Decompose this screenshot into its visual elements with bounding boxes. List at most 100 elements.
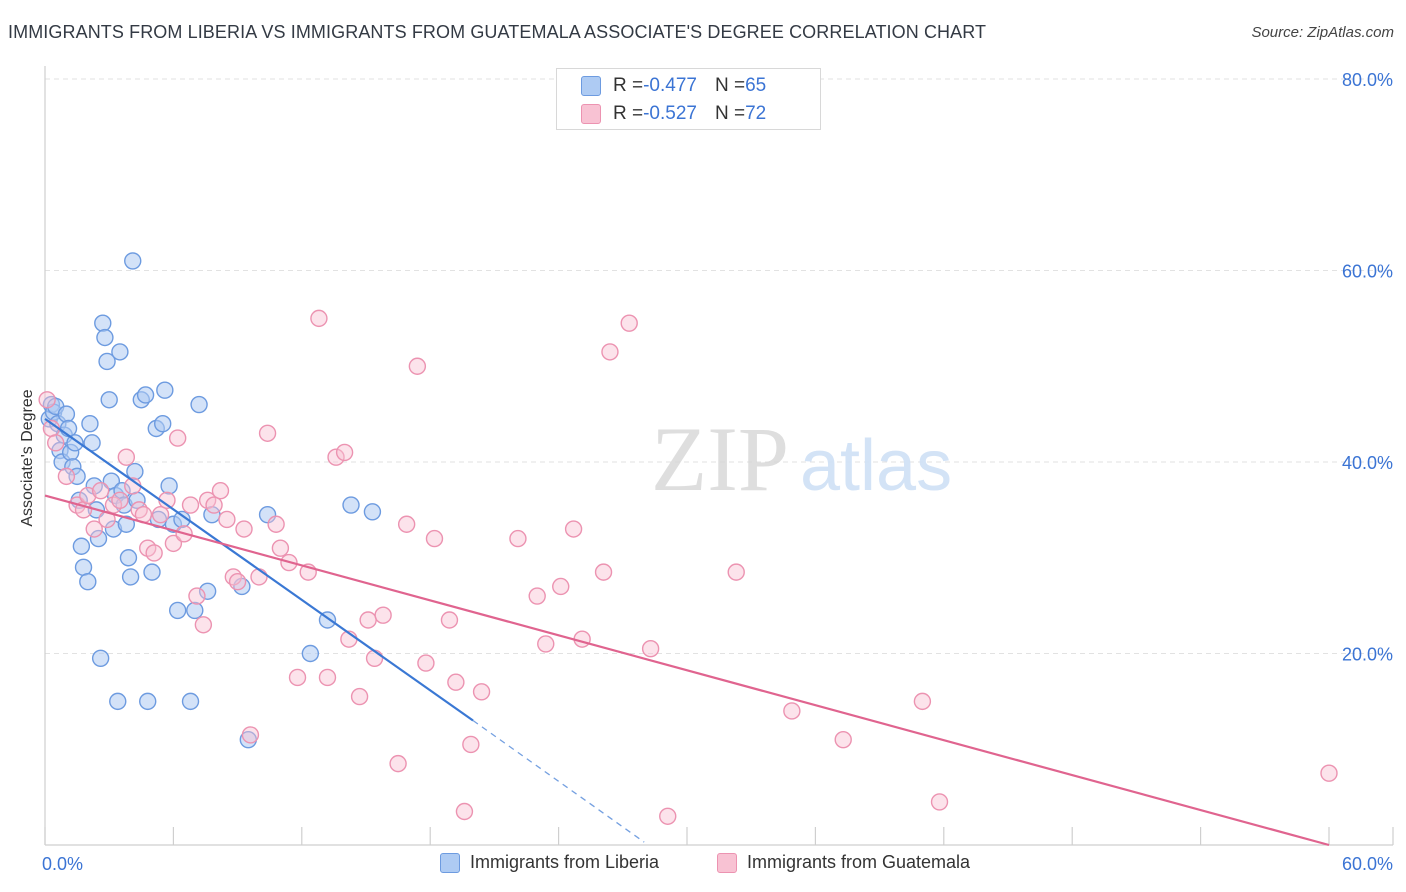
point-guatemala xyxy=(188,587,206,605)
point-guatemala xyxy=(145,544,163,562)
point-guatemala xyxy=(91,482,110,500)
point-liberia xyxy=(121,568,140,586)
point-liberia xyxy=(89,529,108,548)
point-liberia xyxy=(66,434,84,452)
x-tick-label: 0.0% xyxy=(42,854,83,874)
point-liberia xyxy=(160,477,178,495)
point-liberia xyxy=(96,328,114,347)
y-tick-label: 20.0% xyxy=(1342,645,1393,665)
point-guatemala xyxy=(47,434,65,452)
legend-swatch-guatemala xyxy=(581,104,601,124)
point-liberia xyxy=(363,503,382,521)
legend-label-liberia: Immigrants from Liberia xyxy=(470,852,660,872)
point-guatemala xyxy=(228,572,247,591)
point-guatemala xyxy=(408,357,427,375)
point-guatemala xyxy=(57,467,76,486)
point-guatemala xyxy=(462,735,480,754)
point-liberia xyxy=(126,462,144,481)
point-guatemala xyxy=(181,496,200,514)
point-guatemala xyxy=(389,754,407,773)
point-guatemala xyxy=(168,429,187,447)
legend-swatch-liberia xyxy=(581,76,601,96)
point-guatemala xyxy=(359,611,377,629)
point-liberia xyxy=(258,505,277,524)
point-guatemala xyxy=(267,515,285,533)
legend-row-guatemala: R = -0.527 N = 72 xyxy=(581,103,766,125)
trendline-guatemala xyxy=(44,494,1330,847)
legend-r-value: -0.527 xyxy=(643,103,697,124)
point-guatemala xyxy=(250,568,268,586)
point-guatemala xyxy=(564,520,583,538)
correlation-legend: R = -0.477 N = 65 R = -0.527 N = 72 xyxy=(556,68,821,130)
point-liberia xyxy=(100,391,118,409)
point-guatemala xyxy=(440,611,459,629)
tick-label-layer: 20.0% 40.0% 60.0% 80.0% 0.0% 60.0% xyxy=(42,70,1393,874)
trendline-liberia xyxy=(44,418,474,722)
point-liberia xyxy=(124,252,142,270)
legend-n-value: 65 xyxy=(745,75,767,96)
point-guatemala xyxy=(151,505,170,524)
point-guatemala xyxy=(111,491,129,509)
point-guatemala xyxy=(194,616,213,634)
point-liberia xyxy=(117,515,136,533)
point-guatemala xyxy=(79,486,97,505)
point-liberia xyxy=(74,558,93,577)
point-guatemala xyxy=(205,496,223,514)
point-guatemala xyxy=(235,520,253,538)
chart-title: IMMIGRANTS FROM LIBERIA VS IMMIGRANTS FR… xyxy=(8,22,987,42)
point-guatemala xyxy=(528,587,546,605)
point-guatemala xyxy=(930,793,949,811)
point-guatemala xyxy=(913,692,932,711)
series-guatemala-points xyxy=(38,309,1338,825)
point-guatemala xyxy=(310,309,328,328)
y-tick-label: 80.0% xyxy=(1342,70,1393,90)
point-liberia xyxy=(173,510,191,529)
point-liberia xyxy=(301,644,320,663)
point-liberia xyxy=(79,572,97,591)
legend-swatch-liberia xyxy=(440,852,460,873)
point-guatemala xyxy=(594,563,613,581)
point-guatemala xyxy=(417,654,435,672)
point-guatemala xyxy=(425,529,444,548)
series-liberia-points xyxy=(40,252,382,749)
point-guatemala xyxy=(397,515,416,533)
point-guatemala xyxy=(620,314,638,332)
legend-r-value: -0.477 xyxy=(643,75,697,96)
point-guatemala xyxy=(218,510,236,529)
legend-swatch-guatemala xyxy=(717,852,737,873)
legend-r-label: R = xyxy=(613,103,644,124)
x-tick-label: 60.0% xyxy=(1342,854,1393,874)
point-liberia xyxy=(136,386,155,404)
point-guatemala xyxy=(258,424,277,442)
point-guatemala xyxy=(350,687,369,706)
point-liberia xyxy=(59,419,78,438)
point-guatemala xyxy=(537,635,555,653)
point-guatemala xyxy=(509,529,527,548)
axis-layer xyxy=(44,66,1394,846)
grid-layer xyxy=(45,78,1393,654)
point-liberia xyxy=(139,692,157,711)
point-guatemala xyxy=(552,577,570,596)
legend-item-guatemala[interactable]: Immigrants from Guatemala xyxy=(717,852,970,873)
point-guatemala xyxy=(455,802,474,821)
point-liberia xyxy=(342,496,360,514)
point-liberia xyxy=(186,601,204,620)
point-guatemala xyxy=(327,448,345,466)
point-guatemala xyxy=(241,726,260,744)
point-liberia xyxy=(57,405,76,423)
point-liberia xyxy=(81,415,99,433)
point-liberia xyxy=(91,649,110,667)
point-guatemala xyxy=(641,640,660,658)
point-guatemala xyxy=(834,730,852,749)
point-guatemala xyxy=(211,482,230,500)
legend-row-liberia: R = -0.477 N = 65 xyxy=(581,75,766,97)
point-guatemala xyxy=(288,668,307,687)
trendline-liberia-extension xyxy=(472,719,645,843)
point-liberia xyxy=(94,314,112,332)
point-liberia xyxy=(109,692,127,711)
legend-item-liberia[interactable]: Immigrants from Liberia xyxy=(440,852,659,873)
point-guatemala xyxy=(271,539,290,557)
legend-n-label: N = xyxy=(714,75,746,96)
point-liberia xyxy=(156,381,174,399)
